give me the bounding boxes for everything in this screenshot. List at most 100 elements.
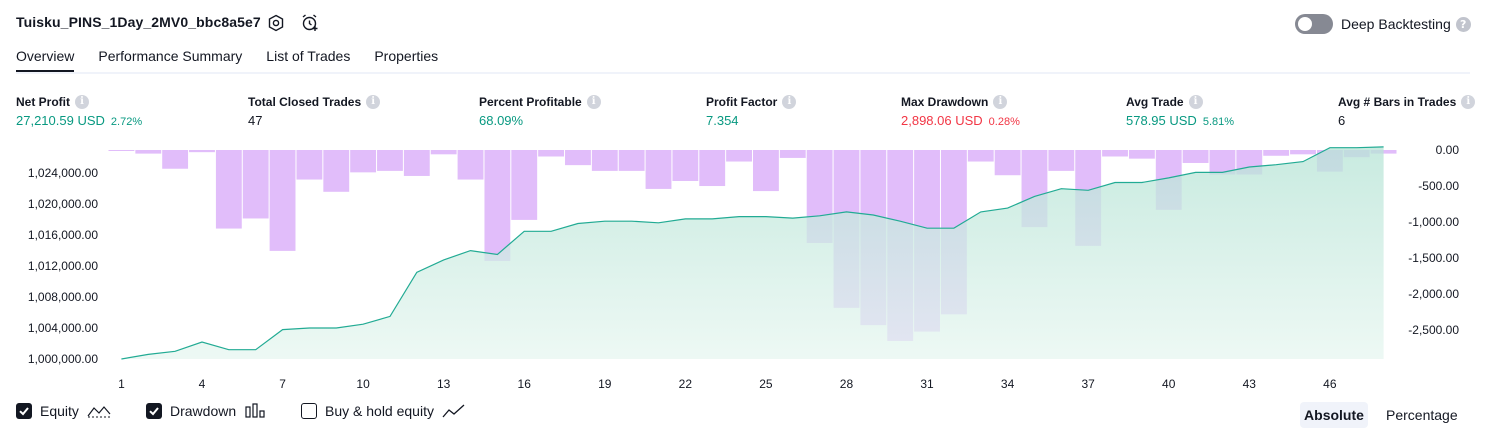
metric-label: Max Drawdown [901, 94, 989, 109]
buy-hold-checkbox[interactable] [301, 403, 317, 419]
drawdown-checkbox[interactable] [146, 403, 162, 419]
drawdown-bar[interactable] [430, 150, 457, 155]
drawdown-bar[interactable] [484, 150, 511, 261]
x-tick-label: 31 [920, 377, 934, 391]
drawdown-bar[interactable] [538, 150, 565, 157]
x-tick-label: 16 [518, 377, 532, 391]
drawdown-bar[interactable] [1263, 150, 1290, 156]
x-tick-label: 28 [840, 377, 854, 391]
x-tick-label: 4 [199, 377, 206, 391]
metric-value: 27,210.59 USD [16, 113, 105, 128]
metric-percent: 0.28% [988, 116, 1020, 128]
drawdown-bar[interactable] [618, 150, 645, 171]
drawdown-bar[interactable] [323, 150, 350, 192]
drawdown-bar[interactable] [189, 150, 215, 153]
x-tick-label: 7 [279, 377, 286, 391]
info-icon[interactable]: i [75, 94, 89, 109]
metric-label: Avg # Bars in Trades [1338, 94, 1457, 109]
tab-performance-summary[interactable]: Performance Summary [98, 48, 243, 64]
metric-value: 7.354 [706, 113, 739, 128]
metric-label: Net Profit [16, 94, 70, 109]
drawdown-bar[interactable] [350, 150, 377, 173]
legend-buy-hold[interactable]: Buy & hold equity [301, 403, 466, 419]
drawdown-bar[interactable] [457, 150, 484, 180]
absolute-button[interactable]: Absolute [1300, 402, 1368, 428]
metric-percent-profitable: Percent Profitable i 68.09% [479, 94, 601, 128]
metric-label: Total Closed Trades [248, 94, 362, 109]
drawdown-bar[interactable] [565, 150, 591, 166]
settings-icon[interactable] [265, 12, 287, 34]
drawdown-bar[interactable] [108, 150, 135, 151]
metric-avg-trade: Avg Trade i 578.95 USD 5.81% [1126, 94, 1234, 128]
legend-drawdown[interactable]: Drawdown [146, 403, 266, 419]
x-tick-label: 13 [437, 377, 451, 391]
tab-list-of-trades[interactable]: List of Trades [266, 48, 351, 64]
x-tick-label: 37 [1081, 377, 1095, 391]
buy-hold-line-icon [442, 404, 465, 418]
drawdown-bar[interactable] [1128, 150, 1155, 159]
add-alert-icon[interactable] [299, 12, 321, 34]
help-icon[interactable]: ? [1455, 16, 1471, 32]
legend-equity[interactable]: Equity [16, 403, 111, 419]
drawdown-bar[interactable] [672, 150, 699, 181]
y-tick-label-right: 0.00 [1436, 143, 1460, 157]
info-icon[interactable]: i [586, 94, 601, 109]
drawdown-bar[interactable] [1048, 150, 1075, 171]
drawdown-bar[interactable] [403, 150, 430, 176]
y-tick-label-left: 1,008,000.00 [28, 290, 98, 304]
deep-backtesting-toggle[interactable] [1295, 14, 1333, 34]
x-tick-label: 40 [1162, 377, 1176, 391]
info-icon[interactable]: i [993, 94, 1008, 109]
percentage-button[interactable]: Percentage [1386, 407, 1458, 423]
y-tick-label-right: -2,000.00 [1408, 287, 1459, 301]
drawdown-bar[interactable] [215, 150, 242, 229]
x-tick-label: 34 [1001, 377, 1015, 391]
drawdown-bar[interactable] [1290, 150, 1316, 155]
deep-backtesting-wrapper: Deep Backtesting ? [1341, 16, 1471, 32]
drawdown-bar[interactable] [242, 150, 269, 219]
drawdown-bar[interactable] [269, 150, 296, 251]
metric-value: 578.95 USD [1126, 113, 1197, 128]
drawdown-bar[interactable] [645, 150, 672, 189]
drawdown-bar[interactable] [1102, 150, 1128, 157]
y-tick-label-left: 1,012,000.00 [28, 259, 98, 273]
metric-label: Avg Trade [1126, 94, 1184, 109]
tab-overview[interactable]: Overview [16, 48, 75, 73]
strategy-title: Tuisku_PINS_1Day_2MV0_bbc8a5e7 [16, 14, 261, 30]
drawdown-bar[interactable] [162, 150, 189, 169]
drawdown-bars-icon [245, 403, 265, 418]
drawdown-label: Drawdown [170, 403, 237, 419]
drawdown-bar[interactable] [967, 150, 994, 162]
y-tick-label-left: 1,000,000.00 [28, 352, 98, 366]
y-tick-label-left: 1,020,000.00 [28, 197, 98, 211]
equity-drawdown-chart[interactable]: 1 4 7 10 13 16 19 22 25 28 31 34 37 40 43 46 1,000,000.0… [0, 140, 1486, 396]
tab-properties[interactable]: Properties [374, 48, 439, 64]
drawdown-bar[interactable] [1182, 150, 1209, 163]
drawdown-bar[interactable] [994, 150, 1021, 176]
drawdown-bar[interactable] [377, 150, 403, 171]
info-icon[interactable]: i [782, 94, 797, 109]
drawdown-bar[interactable] [511, 150, 538, 220]
y-tick-label-left: 1,016,000.00 [28, 228, 98, 242]
drawdown-bar[interactable] [591, 150, 618, 171]
metric-label: Percent Profitable [479, 94, 582, 109]
x-tick-label: 1 [118, 377, 125, 391]
drawdown-bar[interactable] [135, 150, 162, 154]
metric-max-drawdown: Max Drawdown i 2,898.06 USD 0.28% [901, 94, 1020, 128]
metric-value: 2,898.06 USD [901, 113, 983, 128]
info-icon[interactable]: i [366, 94, 381, 109]
info-icon[interactable]: i [1188, 94, 1203, 109]
drawdown-bar[interactable] [753, 150, 779, 192]
toggle-knob [1298, 17, 1312, 31]
drawdown-bar[interactable] [699, 150, 726, 187]
drawdown-bar[interactable] [296, 150, 323, 180]
metric-total-closed-trades: Total Closed Trades i 47 [248, 94, 381, 128]
equity-area [121, 146, 1384, 359]
info-icon[interactable]: i [1461, 94, 1476, 109]
tab-divider [16, 72, 1470, 74]
tab-bar: Overview Performance Summary List of Tra… [16, 48, 438, 73]
drawdown-bar[interactable] [726, 150, 752, 162]
drawdown-bar[interactable] [779, 150, 806, 158]
metric-profit-factor: Profit Factor i 7.354 [706, 94, 797, 128]
equity-checkbox[interactable] [16, 403, 32, 419]
